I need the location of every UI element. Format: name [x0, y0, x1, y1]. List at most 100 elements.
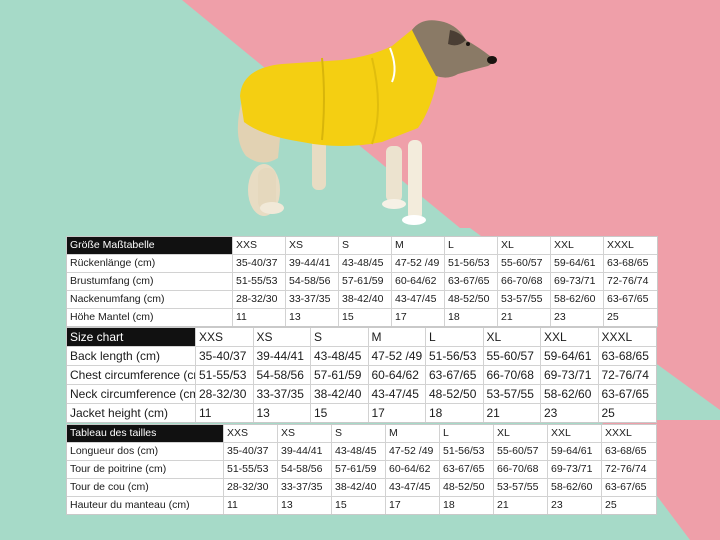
size-header: M [369, 328, 426, 346]
measurement-label: Brustumfang (cm) [67, 273, 233, 290]
table-cell: 53-57/55 [498, 291, 551, 308]
table-row: Jacket height (cm) 11 13 15 17 18 21 23 25 [67, 404, 656, 422]
table-cell: 11 [233, 309, 286, 326]
table-title: Tableau des tailles [67, 425, 224, 442]
size-header: XXXL [607, 239, 634, 251]
measurement-label: Rückenlänge (cm) [67, 255, 233, 272]
table-cell: 66-70/68 [498, 273, 551, 290]
measurement-label: Jacket height (cm) [67, 404, 196, 422]
size-header: XXL [548, 425, 602, 442]
table-row: Chest circumference (cm) 51-55/53 54-58/56… [67, 366, 656, 385]
size-header: XS [254, 328, 311, 346]
table-cell: 58-62/60 [551, 291, 604, 308]
size-header: XXS [224, 425, 278, 442]
table-cell: 59-64/61 [551, 255, 604, 272]
table-cell: 69-73/71 [541, 366, 599, 384]
table-cell: 39-44/41 [278, 443, 332, 460]
table-cell: 54-58/56 [278, 461, 332, 478]
size-header: XS [278, 425, 332, 442]
size-header: L [445, 237, 498, 254]
table-cell: 60-64/62 [369, 366, 426, 384]
table-cell: 35-40/37 [233, 255, 286, 272]
table-cell: 69-73/71 [551, 273, 604, 290]
table-cell: 38-42/40 [311, 385, 369, 403]
table-cell: 63-68/65 [601, 349, 649, 363]
table-cell: 63-67/65 [440, 461, 494, 478]
table-cell: 63-67/65 [445, 273, 498, 290]
table-cell: 57-61/59 [339, 273, 392, 290]
table-cell: 47-52 /49 [392, 255, 445, 272]
size-header: XS [286, 237, 339, 254]
table-cell: 51-55/53 [196, 366, 254, 384]
table-cell: 63-67/65 [607, 293, 649, 305]
measurement-label: Tour de cou (cm) [67, 479, 224, 496]
dog-in-yellow-raincoat-image [237, 20, 497, 225]
table-cell: 28-32/30 [196, 385, 254, 403]
table-cell: 38-42/40 [339, 291, 392, 308]
size-table-english: Size chart XXS XS S M L XL XXL XXXL Back length (… [66, 327, 657, 423]
table-header-row: Tableau des tailles XXS XS S M L XL XXL XXXL [67, 425, 656, 443]
measurement-label: Chest circumference (cm) [67, 366, 196, 384]
table-cell: 51-55/53 [224, 461, 278, 478]
measurement-label: Höhe Mantel (cm) [67, 309, 233, 326]
table-header-row: Size chart XXS XS S M L XL XXL XXXL [67, 328, 656, 347]
table-cell: 33-37/35 [286, 291, 339, 308]
table-cell: 63-67/65 [426, 366, 484, 384]
size-table-french: Tableau des tailles XXS XS S M L XL XXL XXXL Long… [66, 424, 657, 515]
table-cell: 57-61/59 [311, 366, 369, 384]
table-cell: 58-62/60 [548, 479, 602, 496]
table-cell: 47-52 /49 [369, 347, 426, 365]
table-cell: 23 [548, 497, 602, 514]
table-cell: 17 [369, 404, 426, 422]
size-header: M [386, 425, 440, 442]
table-cell: 11 [196, 404, 254, 422]
table-cell: 18 [445, 309, 498, 326]
size-header: XXS [196, 328, 254, 346]
table-cell: 66-70/68 [494, 461, 548, 478]
table-cell: 51-56/53 [426, 347, 484, 365]
table-cell: 25 [601, 406, 615, 420]
size-header: XXS [233, 237, 286, 254]
table-cell: 43-48/45 [339, 255, 392, 272]
size-header: L [426, 328, 484, 346]
table-cell: 63-67/65 [605, 481, 647, 493]
table-cell: 35-40/37 [196, 347, 254, 365]
table-cell: 72-76/74 [607, 275, 649, 287]
table-cell: 43-47/45 [369, 385, 426, 403]
table-cell: 43-48/45 [332, 443, 386, 460]
measurement-label: Nackenumfang (cm) [67, 291, 233, 308]
size-header: S [311, 328, 369, 346]
table-cell: 33-37/35 [254, 385, 311, 403]
table-row: Back length (cm) 35-40/37 39-44/41 43-48/45… [67, 347, 656, 366]
table-cell: 55-60/57 [494, 443, 548, 460]
table-cell: 60-64/62 [392, 273, 445, 290]
table-cell: 51-56/53 [445, 255, 498, 272]
table-cell: 63-67/65 [601, 387, 649, 401]
size-header: XXXL [601, 330, 633, 344]
measurement-label: Back length (cm) [67, 347, 196, 365]
size-header: S [332, 425, 386, 442]
table-cell: 55-60/57 [484, 347, 541, 365]
table-cell: 18 [426, 404, 484, 422]
table-cell: 66-70/68 [484, 366, 541, 384]
table-cell: 54-58/56 [254, 366, 311, 384]
table-row: Tour de cou (cm) 28-32/30 33-37/35 38-42/40… [67, 479, 656, 497]
table-cell: 43-48/45 [311, 347, 369, 365]
table-title: Size chart [67, 328, 196, 346]
table-cell: 57-61/59 [332, 461, 386, 478]
measurement-label: Longueur dos (cm) [67, 443, 224, 460]
table-cell: 35-40/37 [224, 443, 278, 460]
table-cell: 15 [311, 404, 369, 422]
size-header: XL [498, 237, 551, 254]
table-cell: 25 [605, 499, 617, 511]
table-cell: 72-76/74 [601, 368, 649, 382]
size-header: XL [484, 328, 541, 346]
table-cell: 59-64/61 [541, 347, 599, 365]
size-table-german: Größe Maßtabelle XXS XS S M L XL XXL XXXL Rücken… [66, 236, 658, 327]
table-cell: 13 [278, 497, 332, 514]
table-cell: 39-44/41 [286, 255, 339, 272]
table-cell: 38-42/40 [332, 479, 386, 496]
table-header-row: Größe Maßtabelle XXS XS S M L XL XXL XXXL [67, 237, 657, 255]
size-header: XXL [551, 237, 604, 254]
measurement-label: Tour de poitrine (cm) [67, 461, 224, 478]
